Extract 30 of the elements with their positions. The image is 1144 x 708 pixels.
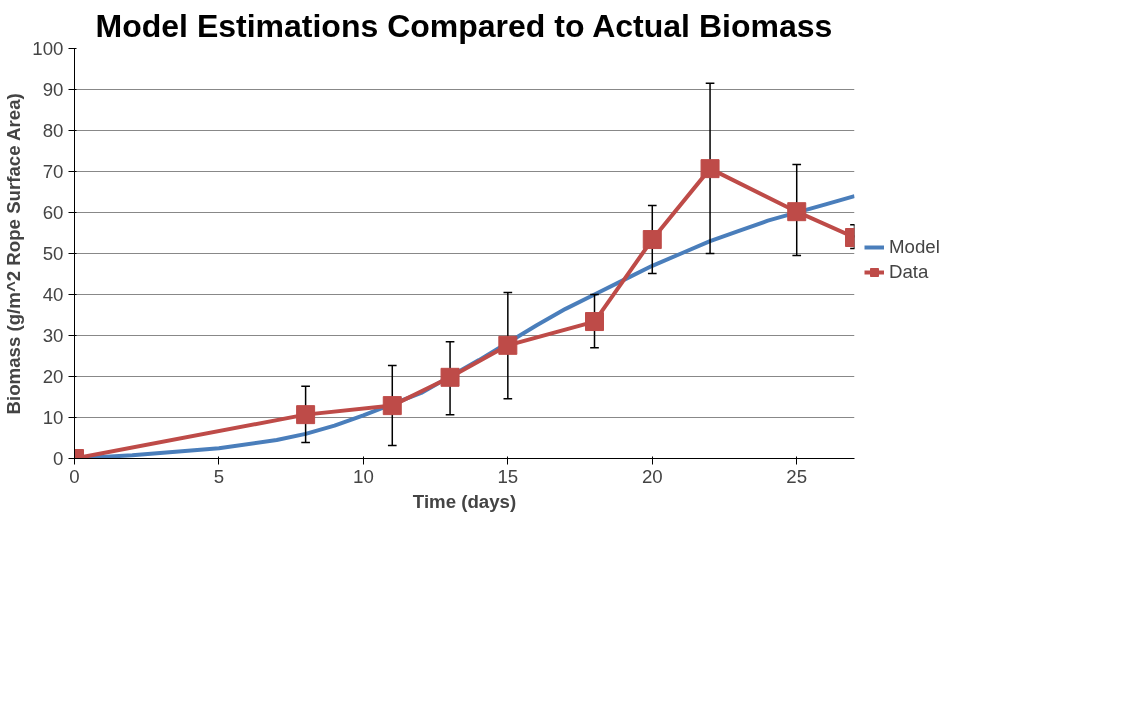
point <box>296 405 316 425</box>
point <box>498 335 518 355</box>
y-tick-label: 50 <box>42 243 64 264</box>
point <box>787 202 807 222</box>
point <box>585 312 604 332</box>
point <box>642 230 662 250</box>
y-tick-label: 70 <box>42 161 64 182</box>
legend-label: Model <box>889 236 940 258</box>
x-tick-label: 0 <box>69 465 80 487</box>
y-tick-label: 100 <box>32 38 64 59</box>
point <box>440 367 460 387</box>
x-tick-label: 25 <box>786 465 808 487</box>
y-tick-label: 20 <box>42 366 64 387</box>
x-tick-label: 15 <box>497 465 519 487</box>
y-tick-label: 80 <box>42 120 64 141</box>
legend-label: Data <box>889 261 929 283</box>
x-tick-label: 20 <box>641 465 663 487</box>
y-tick-label: 10 <box>42 407 64 428</box>
y-tick-label: 60 <box>42 202 64 223</box>
x-tick-label: 10 <box>353 465 374 487</box>
point <box>382 396 402 416</box>
point <box>700 159 720 179</box>
chart-title: Model Estimations Compared to Actual Biomass <box>95 7 833 44</box>
y-tick-label: 90 <box>42 79 64 100</box>
y-tick-label: 40 <box>42 284 64 305</box>
y-tick-label: 0 <box>53 448 64 469</box>
x-tick-label: 5 <box>213 465 225 487</box>
y-tick-label: 30 <box>42 325 64 346</box>
x-axis-title: Time (days) <box>412 490 517 512</box>
y-axis-title: Biomass (g/m^2 Rope Surface Area) <box>3 93 25 415</box>
